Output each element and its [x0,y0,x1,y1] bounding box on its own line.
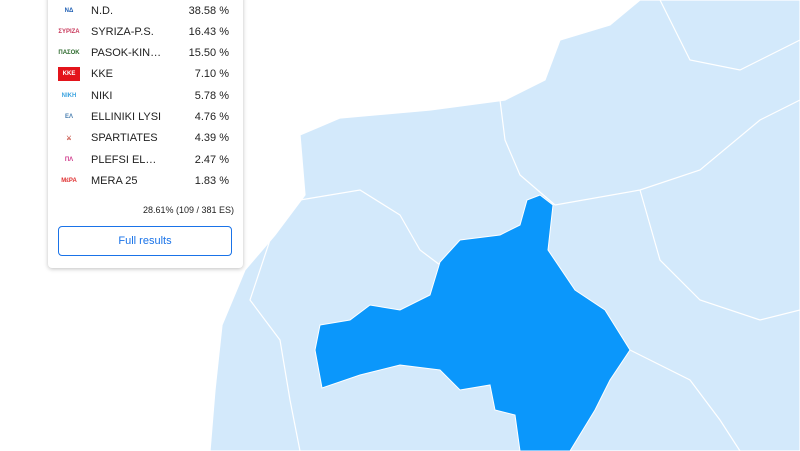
party-name: ELLINIKI LYSI [91,111,162,123]
region-borders [249,0,800,451]
full-results-button[interactable]: Full results [58,226,232,256]
niki-logo-icon: NIKH [61,92,77,99]
mera25-logo-icon: ΜέΡΑ [61,177,77,184]
party-row[interactable]: ΜέΡΑ MERA 25 1.83 % [58,170,238,191]
party-percent: 38.58 % [188,4,229,17]
highlighted-region[interactable] [314,194,631,451]
party-row[interactable]: ΣΥΡΙΖΑ SYRIZA-P.S. 16.43 % [58,21,238,42]
party-name: MERA 25 [91,174,138,187]
party-name: PASOK-KIN… [91,47,162,60]
party-percent: 7.10 % [194,68,229,81]
party-name: KKE [91,68,114,81]
pasok-logo-icon: ΠΑΣΟΚ [58,50,80,57]
plefsi-logo-icon: ΠΛ [64,156,74,163]
nd-logo-icon: ΝΔ [64,7,74,14]
party-row[interactable]: ΕΛ ELLINIKI LYSI 4.76 % [58,107,238,128]
party-name: SPARTIATES [91,132,158,145]
party-row[interactable]: ΠΑΣΟΚ PASOK-KIN… 15.50 % [58,43,238,64]
party-percent: 15.50 % [188,47,229,60]
spartiates-logo-icon: ⚔ [66,135,72,142]
party-row[interactable]: ΠΛ PLEFSI EL… 2.47 % [58,149,238,170]
party-percent: 1.83 % [194,174,229,187]
syriza-logo-icon: ΣΥΡΙΖΑ [58,28,80,35]
party-row[interactable]: KKE KKE 7.10 % [58,64,238,85]
party-row[interactable]: NIKH NIKI 5.78 % [58,85,238,106]
party-row[interactable]: ΝΔ N.D. 38.58 % [58,0,238,21]
party-percent: 4.39 % [194,132,229,145]
party-percent: 16.43 % [188,25,229,38]
elliniki-lysi-logo-icon: ΕΛ [64,114,73,120]
results-panel: ΝΔ N.D. 38.58 % ΣΥΡΙΖΑ SYRIZA-P.S. 16.43 % ΠΑΣ… [48,0,243,268]
party-name: PLEFSI EL… [91,153,157,166]
counted-summary: 28.61% (109 / 381 ES) [142,205,234,215]
kke-logo-icon: KKE [58,67,80,82]
party-percent: 4.76 % [194,111,229,123]
party-row[interactable]: ⚔ SPARTIATES 4.39 % [58,128,238,149]
party-percent: 2.47 % [194,153,229,166]
party-name: N.D. [91,4,113,17]
party-name: NIKI [91,89,113,102]
party-name: SYRIZA-P.S. [91,25,154,38]
party-percent: 5.78 % [194,89,229,102]
